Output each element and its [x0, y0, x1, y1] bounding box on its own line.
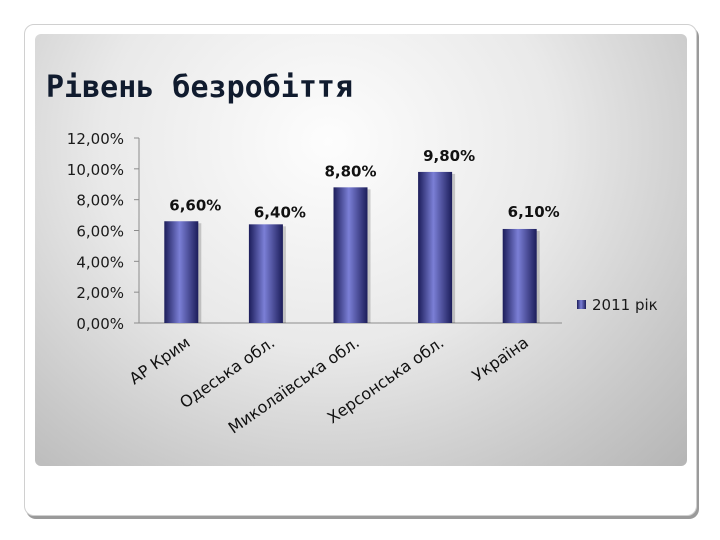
slide-title: Рівень безробіття — [46, 70, 354, 105]
bar — [418, 171, 453, 323]
category-label: Україна — [469, 333, 532, 385]
bars — [164, 171, 540, 323]
bar — [333, 187, 368, 323]
bar — [248, 224, 283, 323]
bar-value-label: 8,80% — [324, 162, 376, 180]
y-tick-label: 8,00% — [76, 192, 124, 210]
data-labels: 6,60% 6,40% 8,80% 9,80% 6,10% — [169, 147, 559, 221]
bar-value-label: 6,40% — [254, 203, 306, 221]
category-label: АР Крим — [126, 333, 194, 389]
y-tick-label: 6,00% — [76, 223, 124, 241]
legend-swatch — [577, 300, 586, 309]
y-axis: 0,00% 2,00% 4,00% 6,00% 8,00% 10,00% 12,00% — [67, 130, 562, 333]
bar — [502, 228, 537, 323]
legend-label: 2011 рік — [592, 296, 658, 314]
y-tick-label: 4,00% — [76, 253, 124, 271]
y-tick-label: 12,00% — [67, 130, 124, 148]
y-tick-label: 10,00% — [67, 161, 124, 179]
bar-value-label: 6,60% — [169, 196, 221, 214]
legend: 2011 рік — [577, 296, 658, 314]
y-tick-label: 0,00% — [76, 315, 124, 333]
bar-value-label: 9,80% — [423, 147, 475, 165]
y-tick-label: 2,00% — [76, 284, 124, 302]
bar-value-label: 6,10% — [508, 203, 560, 221]
bar — [164, 221, 199, 323]
